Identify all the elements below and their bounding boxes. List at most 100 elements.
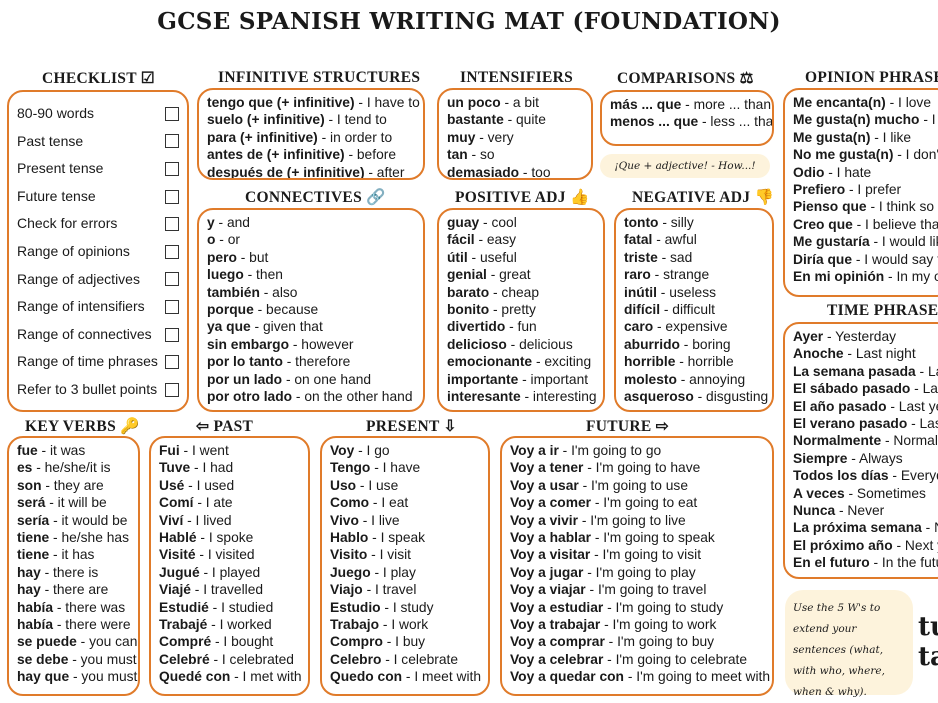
english-meaning: - there were <box>53 617 131 633</box>
list-item: emocionante - exciting <box>447 353 595 370</box>
spanish-term: El sábado pasado <box>793 381 911 397</box>
past-box: Fui - I went Tuve - I had Usé - I used Comí… <box>149 436 310 696</box>
spanish-term: Jugué <box>159 564 200 580</box>
list-item: Jugué - I played <box>159 564 300 581</box>
checklist-item: 80-90 words <box>17 100 179 128</box>
checkbox[interactable] <box>165 382 179 397</box>
list-item: hay - there are <box>17 581 130 598</box>
spanish-term: pero <box>207 249 237 265</box>
list-item: hay - there is <box>17 564 130 581</box>
checkbox[interactable] <box>165 244 179 259</box>
spanish-term: horrible <box>624 354 676 370</box>
english-meaning: - I'm going to use <box>578 477 688 493</box>
english-meaning: - I'm going to play <box>583 564 696 580</box>
english-meaning: - I had <box>190 460 234 476</box>
spanish-term: El próximo año <box>793 537 893 553</box>
list-item: es - he/she/it is <box>17 459 130 476</box>
spanish-term: tonto <box>624 215 659 230</box>
english-meaning: - silly <box>658 215 694 230</box>
list-item: sería - it would be <box>17 512 130 529</box>
spanish-term: por lo tanto <box>207 354 283 370</box>
english-meaning: - I'm going to travel <box>585 582 707 598</box>
list-item: por lo tanto - therefore <box>207 353 415 370</box>
english-meaning: - however <box>289 336 354 352</box>
list-item: Todos los días - Everyda <box>793 467 938 484</box>
spanish-term: un poco <box>447 95 501 110</box>
list-item: genial - great <box>447 266 595 283</box>
list-item: sin embargo - however <box>207 336 415 353</box>
checkbox[interactable] <box>165 217 179 232</box>
spanish-term: delicioso <box>447 336 507 352</box>
list-item: Hablo - I speak <box>330 529 480 546</box>
spanish-term: Voy a estudiar <box>510 599 604 615</box>
list-item: Voy a viajar - I'm going to travel <box>510 581 764 598</box>
list-item: Tuve - I had <box>159 459 300 476</box>
english-meaning: - pretty <box>489 302 536 318</box>
intensifiers-box: un poco - a bit bastante - quite muy - ver… <box>437 88 593 180</box>
english-meaning: - I speak <box>368 530 426 546</box>
checkbox[interactable] <box>165 189 179 204</box>
spanish-term: tan <box>447 147 468 163</box>
present-header: PRESENT ⇩ <box>366 418 457 435</box>
spanish-term: divertido <box>447 319 506 335</box>
list-item: Voy a quedar con - I'm going to meet wit… <box>510 668 770 685</box>
spanish-term: Voy a visitar <box>510 547 591 563</box>
spanish-term: Visito <box>330 547 368 563</box>
english-meaning: - In my op <box>888 269 938 285</box>
checkbox[interactable] <box>165 327 179 342</box>
checkbox[interactable] <box>165 355 179 370</box>
list-item: bastante - quite <box>447 111 583 128</box>
checkbox[interactable] <box>165 299 179 314</box>
spanish-term: por un lado <box>207 371 283 387</box>
english-meaning: - I went <box>179 443 229 458</box>
spanish-term: Nunca <box>793 503 836 519</box>
checklist-label: Present tense <box>17 160 104 177</box>
english-meaning: - fun <box>505 319 537 335</box>
english-meaning: - Last yea <box>890 398 938 414</box>
checkbox[interactable] <box>165 272 179 287</box>
spanish-term: difícil <box>624 302 661 318</box>
english-meaning: - awful <box>652 232 697 248</box>
list-item: Fui - I went <box>159 442 300 459</box>
list-item: fácil - easy <box>447 231 595 248</box>
english-meaning: - I'm going to speak <box>591 530 715 546</box>
english-meaning: - you must <box>69 669 138 685</box>
english-meaning: - I visited <box>195 547 255 563</box>
checkbox[interactable] <box>165 106 179 121</box>
list-item: también - also <box>207 284 415 301</box>
english-meaning: - I ate <box>193 495 233 511</box>
spanish-term: tiene <box>17 530 50 546</box>
checklist-item: Range of connectives <box>17 321 179 349</box>
english-meaning: - Ne <box>925 520 938 536</box>
spanish-term: sin embargo <box>207 336 290 352</box>
checkbox[interactable] <box>165 161 179 176</box>
spanish-term: inútil <box>624 284 657 300</box>
list-item: Celebro - I celebrate <box>330 651 480 668</box>
list-item: No me gusta(n) - I don't <box>793 146 938 163</box>
english-meaning: - I like <box>870 129 912 145</box>
list-item: por un lado - on one hand <box>207 371 415 388</box>
checklist: 80-90 words Past tense Present tense Future… <box>7 90 189 412</box>
spanish-term: luego <box>207 267 244 283</box>
checkbox[interactable] <box>165 134 179 149</box>
english-meaning: - also <box>259 284 298 300</box>
list-item: o - or <box>207 231 415 248</box>
list-item: Siempre - Always <box>793 450 938 467</box>
english-meaning: - on the other hand <box>292 389 413 405</box>
spanish-term: Me encanta(n) <box>793 95 886 110</box>
list-item: fue - it was <box>17 442 130 459</box>
past-header: ⇦ PAST <box>196 418 254 435</box>
list-item: pero - but <box>207 249 415 266</box>
english-meaning: - I spoke <box>196 530 254 546</box>
spanish-term: hay <box>17 564 41 580</box>
spanish-term: útil <box>447 249 468 265</box>
checklist-label: Range of intensifiers <box>17 298 145 315</box>
spanish-term: hay <box>17 582 41 598</box>
list-item: Visité - I visited <box>159 546 300 563</box>
list-item: Vivo - I live <box>330 512 480 529</box>
list-item: Odio - I hate <box>793 164 938 181</box>
english-meaning: - before <box>344 147 397 163</box>
spanish-term: Quedé con <box>159 669 231 685</box>
english-meaning: - Never <box>835 503 885 519</box>
list-item: Viví - I lived <box>159 512 300 529</box>
